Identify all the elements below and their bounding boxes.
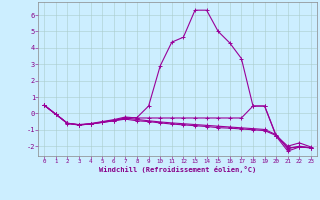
X-axis label: Windchill (Refroidissement éolien,°C): Windchill (Refroidissement éolien,°C)	[99, 166, 256, 173]
